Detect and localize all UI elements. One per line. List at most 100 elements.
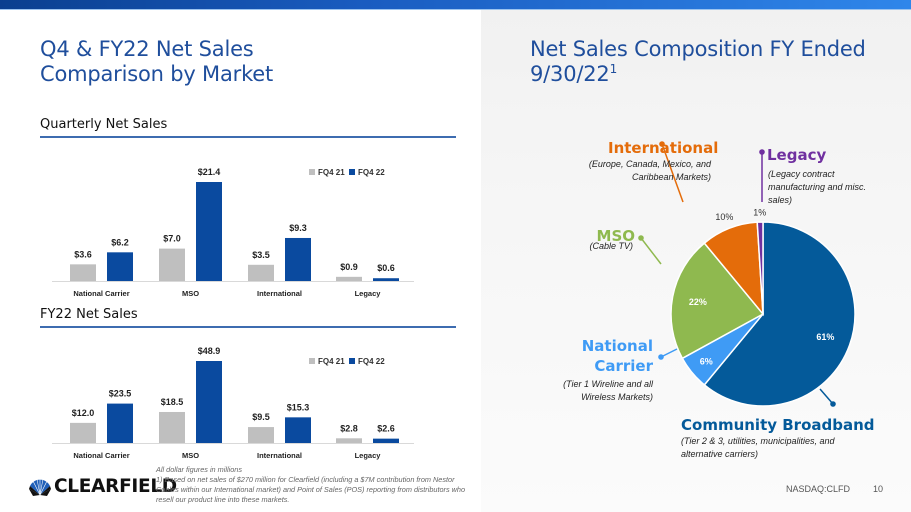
x-tick-label: International xyxy=(257,451,302,460)
legend-swatch xyxy=(309,358,315,364)
bar-value-label: $0.6 xyxy=(377,263,395,273)
footnote: All dollar figures in millions 1) Based … xyxy=(156,465,466,505)
bar-value-label: $2.8 xyxy=(340,423,358,433)
bar-fq4-21 xyxy=(248,427,274,443)
quarterly-section-rule xyxy=(40,136,456,138)
bar-fq4-21 xyxy=(159,411,185,443)
bar-fq4-21 xyxy=(70,422,96,443)
right-title-line1: Net Sales Composition FY Ended xyxy=(530,37,866,61)
bar-value-label: $18.5 xyxy=(161,397,184,407)
x-tick-label: International xyxy=(257,289,302,298)
pie-slice-mso xyxy=(670,242,765,360)
callout-mso-description: (Cable TV) xyxy=(589,241,633,251)
leader-line-mso xyxy=(640,237,662,265)
bar-fq4-21 xyxy=(159,248,185,281)
leader-dot-legacy xyxy=(759,149,765,155)
bar-value-label: $3.6 xyxy=(74,249,92,259)
clearfield-logo: CLEARFIELD xyxy=(28,476,177,497)
header-gradient-bar xyxy=(0,0,911,9)
leader-line-international xyxy=(661,143,684,203)
bar-value-label: $15.3 xyxy=(287,402,310,412)
quarterly-bar-chart: $3.6 $6.2 National Carrier $7.0 $21.4 MSO $3.5… xyxy=(52,167,414,460)
footnote-line1: All dollar figures in millions xyxy=(156,465,242,474)
footer-page-number: 10 xyxy=(873,484,884,494)
fy-bars: $12.0 $23.5 National Carrier $18.5 $48.9 MSO $… xyxy=(52,346,414,460)
bar-fq4-22 xyxy=(107,252,133,281)
callout-international-title: International xyxy=(608,139,719,157)
quarterly-section-label: Quarterly Net Sales xyxy=(40,117,168,132)
callout-legacy-title: Legacy xyxy=(767,146,827,164)
bar-fq4-21 xyxy=(336,438,362,443)
right-title: Net Sales Composition FY Ended 9/30/221 xyxy=(530,37,866,87)
legend-label: FQ4 21 xyxy=(318,357,345,366)
quarterly-bars: $3.6 $6.2 National Carrier $7.0 $21.4 MSO $3.5… xyxy=(52,167,414,298)
callout-mso-title: MSO xyxy=(596,227,635,245)
bar-fq4-22 xyxy=(196,361,222,443)
bar-fq4-22 xyxy=(285,237,311,281)
bar-value-label: $6.2 xyxy=(111,237,129,247)
bar-value-label: $21.4 xyxy=(198,167,221,177)
leader-dot-international xyxy=(659,141,665,147)
callout-legacy-description: (Legacy contract manufacturing and misc.… xyxy=(768,169,867,205)
bar-value-label: $12.0 xyxy=(72,408,95,418)
x-tick-label: National Carrier xyxy=(73,451,129,460)
pie-percent-label: 61% xyxy=(816,332,834,342)
x-tick-label: National Carrier xyxy=(73,289,129,298)
pie-percent-label: 1% xyxy=(753,207,766,217)
right-title-line2: 9/30/22 xyxy=(530,62,610,86)
bar-fq4-22 xyxy=(196,182,222,281)
bar-value-label: $2.6 xyxy=(377,424,395,434)
leader-dot-community-broadband xyxy=(830,401,836,407)
clearfield-fan-logo-icon xyxy=(29,478,51,496)
pie-percent-label: 10% xyxy=(715,212,733,222)
bar-fq4-22 xyxy=(373,438,399,443)
leader-line-community-broadband xyxy=(819,388,834,405)
header-rule xyxy=(0,9,911,10)
callout-international-description: (Europe, Canada, Mexico, and Caribbean M… xyxy=(588,159,711,182)
pie-slice-community-broadband xyxy=(703,221,856,407)
pie-percent-label: 22% xyxy=(689,297,707,307)
x-tick-label: Legacy xyxy=(355,451,382,460)
bar-fq4-21 xyxy=(248,264,274,281)
bar-fq4-22 xyxy=(373,278,399,281)
bar-fq4-22 xyxy=(285,417,311,443)
callout-community-broadband-description: (Tier 2 & 3, utilities, municipalities, … xyxy=(681,436,835,459)
pie-percent-label: 6% xyxy=(700,356,713,366)
left-title-line1: Q4 & FY22 Net Sales xyxy=(40,37,254,61)
x-tick-label: MSO xyxy=(182,451,199,460)
pie-slice-legacy xyxy=(756,221,764,315)
callout-community-broadband-title: Community Broadband xyxy=(681,416,875,434)
bar-fq4-21 xyxy=(70,264,96,281)
bar-value-label: $23.5 xyxy=(109,389,132,399)
net-sales-composition-pie-chart: 61% 6% 22% 10% 1% xyxy=(638,141,856,407)
left-title-line2: Comparison by Market xyxy=(40,62,274,86)
left-title: Q4 & FY22 Net Sales Comparison by Market xyxy=(40,37,273,87)
fy-section-label: FY22 Net Sales xyxy=(40,307,138,322)
bar-value-label: $48.9 xyxy=(198,346,221,356)
bar-fq4-21 xyxy=(336,276,362,281)
bar-value-label: $9.5 xyxy=(252,412,270,422)
legend-swatch xyxy=(349,169,355,175)
leader-dot-national-carrier xyxy=(658,354,664,360)
legend-label: FQ4 22 xyxy=(358,168,385,177)
fy-section-rule xyxy=(40,326,456,328)
bar-fq4-22 xyxy=(107,403,133,443)
footer-ticker: NASDAQ:CLFD xyxy=(786,484,851,494)
leader-dot-mso xyxy=(638,235,644,241)
right-title-footnote-marker: 1 xyxy=(609,62,618,76)
bar-value-label: $9.3 xyxy=(289,223,307,233)
logo-wordmark: CLEARFIELD xyxy=(54,476,177,497)
legend-label: FQ4 21 xyxy=(318,168,345,177)
bar-value-label: $7.0 xyxy=(163,234,181,244)
callout-national-carrier-title: National Carrier xyxy=(581,337,653,375)
x-tick-label: Legacy xyxy=(355,289,382,298)
bar-value-label: $0.9 xyxy=(340,262,358,272)
callout-national-carrier-description: (Tier 1 Wireline and all Wireless Market… xyxy=(563,379,653,402)
x-tick-label: MSO xyxy=(182,289,199,298)
bar-value-label: $3.5 xyxy=(252,250,270,260)
leader-line-national-carrier xyxy=(660,348,678,358)
legend-label: FQ4 22 xyxy=(358,357,385,366)
legend-swatch xyxy=(309,169,315,175)
legend-swatch xyxy=(349,358,355,364)
footnote-line2: 1) Based on net sales of $270 million fo… xyxy=(156,475,466,504)
